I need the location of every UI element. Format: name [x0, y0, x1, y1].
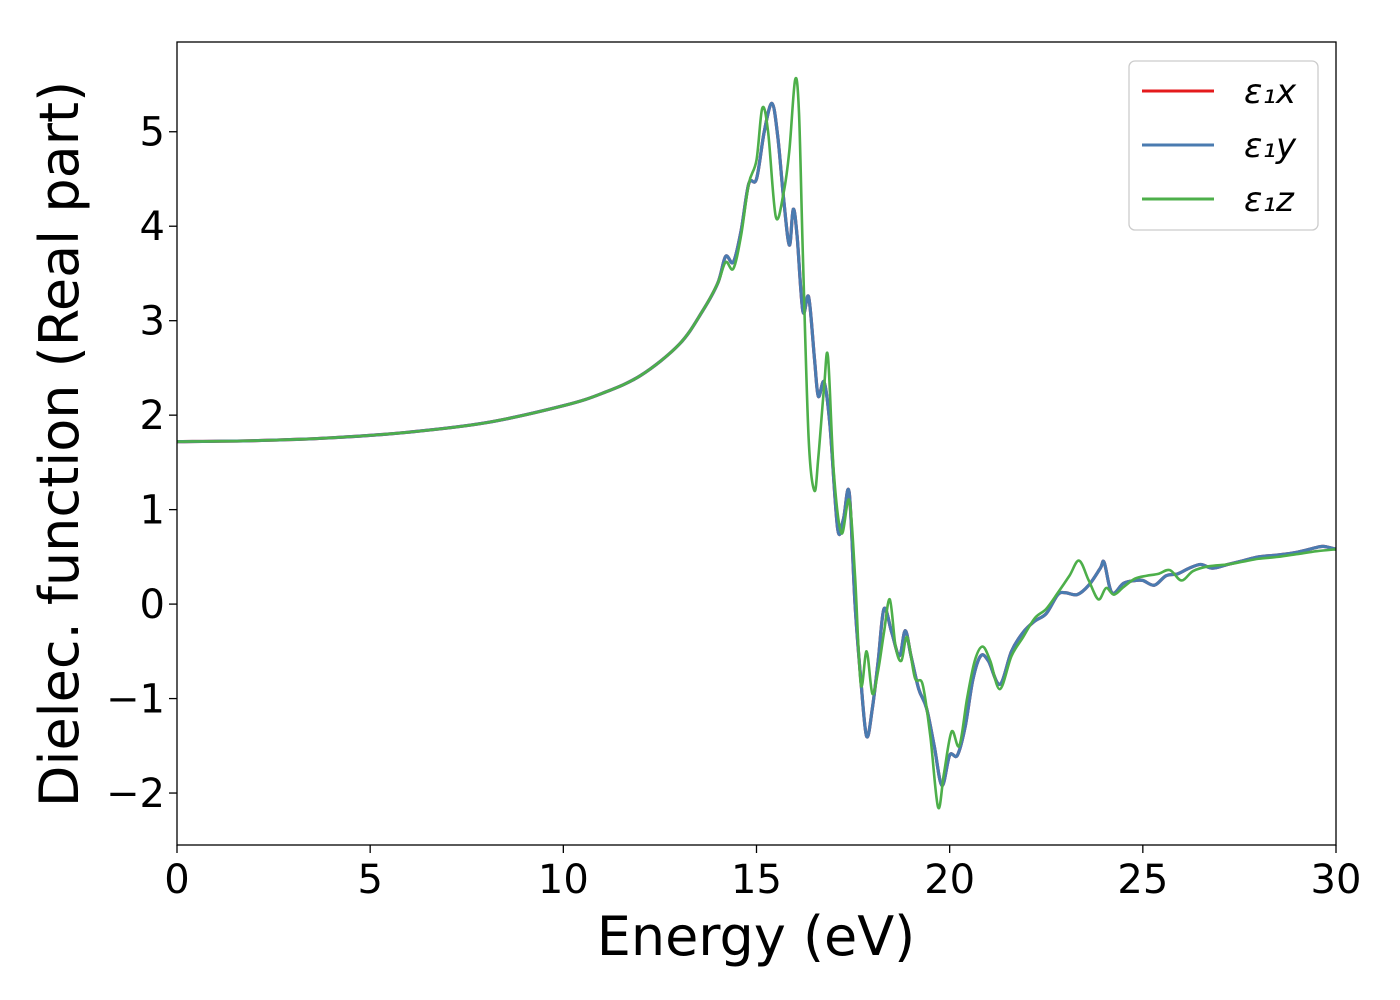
y-tick-label: 1	[140, 488, 165, 534]
x-tick-label: 25	[1117, 857, 1168, 903]
y-tick-label: −2	[106, 771, 165, 817]
x-axis-label: Energy (eV)	[597, 905, 916, 968]
y-tick-label: 5	[140, 110, 165, 156]
y-tick-label: 3	[140, 299, 165, 345]
x-tick-label: 10	[538, 857, 589, 903]
y-axis-label: Dielec. function (Real part)	[28, 81, 91, 807]
x-tick-label: 20	[924, 857, 975, 903]
legend: ε₁x ε₁y ε₁z	[1128, 60, 1319, 231]
y-tick-label: 0	[140, 582, 165, 628]
x-tick-label: 5	[357, 857, 382, 903]
plot-lines	[177, 76, 1336, 810]
series-line-3	[177, 76, 1336, 810]
legend-box	[1128, 60, 1319, 231]
y-tick-label: 4	[140, 204, 165, 250]
legend-label-3: ε₁z	[1244, 180, 1295, 220]
legend-label-1: ε₁x	[1244, 72, 1297, 112]
x-tick-label: 0	[164, 857, 189, 903]
y-tick-label: 2	[140, 393, 165, 439]
axis-ticks: 0 5 10 15 20 25 30 −2 −1 0 1 2 3 4 5	[106, 110, 1361, 903]
legend-label-2: ε₁y	[1244, 126, 1297, 166]
x-tick-label: 30	[1311, 857, 1362, 903]
y-tick-label: −1	[106, 677, 165, 723]
x-tick-label: 15	[731, 857, 782, 903]
